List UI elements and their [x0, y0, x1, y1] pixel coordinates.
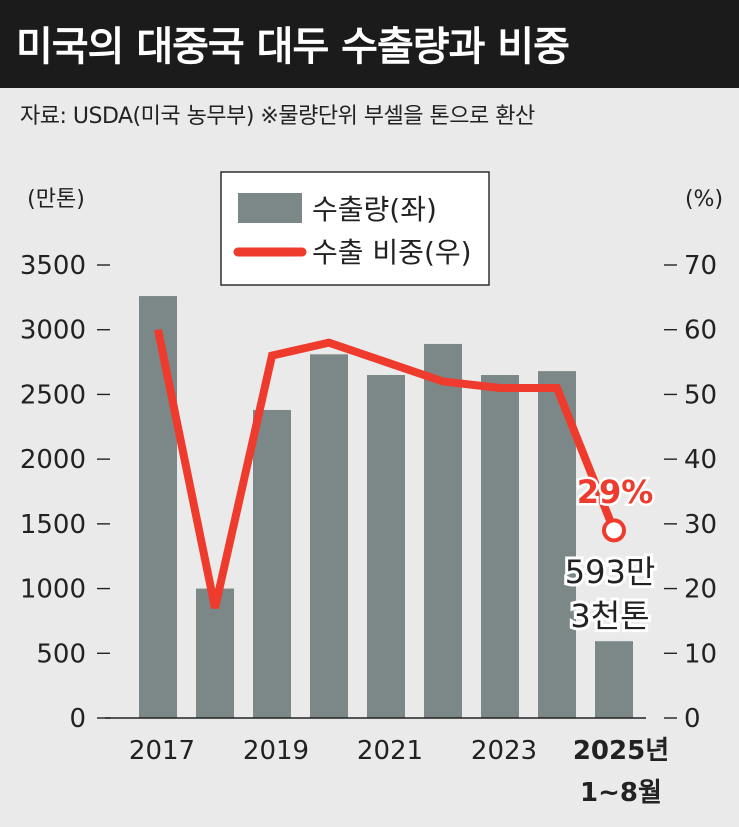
pct-point [385, 361, 387, 363]
bar [481, 375, 519, 718]
y-left-tick-label: 3000 [20, 316, 86, 346]
y-right-tick-label: 60 [684, 316, 717, 346]
pct-point [556, 387, 558, 389]
legend: 수출량(좌) 수출 비중(우) [220, 171, 490, 286]
bar [196, 588, 234, 718]
y-left-tick-label: 2000 [20, 445, 86, 475]
x-tick-label: 2021 [357, 736, 423, 766]
pct-point [442, 380, 444, 382]
axis-layer: 0 500 1000 1500 2000 2500 3000 3500 0 10 20 30 40 50 6… [20, 251, 717, 734]
y-right-tick-label: 50 [684, 380, 717, 410]
x-tick-label: 2019 [243, 736, 309, 766]
legend-bar-swatch [238, 193, 302, 223]
title-bar: 미국의 대중국 대두 수출량과 비중 [0, 0, 739, 88]
pct-point [271, 355, 273, 357]
last-value-annotation-line2: 3천톤 [570, 597, 649, 635]
y-left-tick-label: 2500 [20, 380, 86, 410]
y-left-tick-label: 3500 [20, 251, 86, 281]
y-right-tick-label: 20 [684, 575, 717, 605]
bar [595, 641, 633, 718]
pct-point [499, 387, 501, 389]
y-left-tick-label: 1500 [20, 510, 86, 540]
line-layer [154, 328, 626, 609]
bar [139, 296, 177, 718]
y-right-unit-label: (%) [685, 187, 723, 212]
x-tick-label: 2023 [471, 736, 537, 766]
bar [253, 409, 291, 718]
y-right-tick-label: 70 [684, 251, 717, 281]
source-note: 자료: USDA(미국 농무부) ※물량단위 부셀을 톤으로 환산 [20, 104, 535, 129]
y-right-tick-label: 0 [684, 704, 701, 734]
y-left-tick-label: 500 [36, 639, 86, 669]
legend-line-label: 수출 비중(우) [312, 236, 472, 269]
y-right-tick-label: 30 [684, 510, 717, 540]
x-tick-label: 1~8월 [580, 778, 662, 808]
y-left-tick-label: 1000 [20, 575, 86, 605]
chart-title: 미국의 대중국 대두 수출량과 비중 [16, 24, 570, 70]
bar [424, 343, 462, 718]
last-percent-annotation: 29% [577, 473, 654, 511]
pct-point [214, 607, 216, 609]
y-right-tick-label: 10 [684, 639, 717, 669]
legend-bar-label: 수출량(좌) [312, 193, 437, 226]
y-left-unit-label: (만톤) [27, 187, 85, 212]
last-value-annotation-line1: 593만 [565, 553, 656, 591]
pct-point [157, 329, 159, 331]
bar [367, 375, 405, 718]
x-tick-label: 2025년 [573, 736, 669, 766]
pct-point [328, 342, 330, 344]
bars-layer [139, 296, 633, 718]
legend-box [220, 171, 490, 286]
y-right-tick-label: 40 [684, 445, 717, 475]
pct-point [602, 518, 626, 543]
bar [310, 354, 348, 718]
x-tick-label: 2017 [129, 736, 195, 766]
y-left-tick-label: 0 [69, 704, 86, 734]
